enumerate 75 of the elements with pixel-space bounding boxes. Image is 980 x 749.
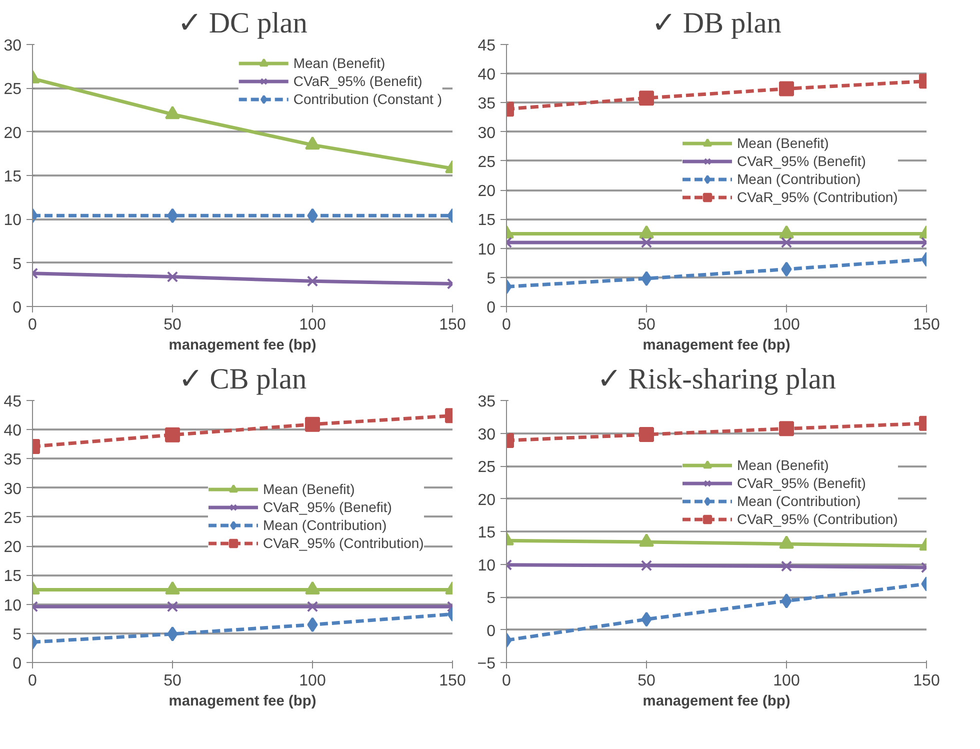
y-tick-label: 25: [4, 510, 22, 527]
y-tick-label: 30: [478, 124, 496, 142]
legend-label: Mean (Benefit): [737, 134, 829, 152]
y-tick-label: 10: [478, 241, 496, 258]
y-tick-label: 20: [4, 539, 22, 556]
legend-label: Mean (Contribution): [737, 170, 861, 188]
y-tick-label: 15: [478, 524, 496, 542]
x-tick-label: 50: [164, 672, 182, 690]
y-tick-label: 45: [478, 38, 496, 54]
legend-label: CVaR_95% (Contribution): [737, 510, 898, 528]
legend-label: Contribution (Constant ): [293, 90, 442, 108]
legend-label: CVaR_95% (Benefit): [263, 498, 392, 516]
x-tick-label: 50: [164, 316, 182, 334]
x-tick-label: 50: [638, 316, 656, 334]
x-tick-label: 150: [439, 316, 466, 334]
y-tick-label: 20: [4, 124, 22, 142]
legend-label: CVaR_95% (Benefit): [293, 72, 422, 90]
y-tick-label: 0: [12, 656, 22, 672]
y-tick-label: 15: [478, 212, 496, 230]
x-tick-label: 150: [913, 672, 940, 690]
legend-label: Mean (Benefit): [737, 456, 829, 474]
y-tick-label: 0: [486, 300, 496, 316]
y-tick-label: 35: [4, 452, 22, 469]
chart-title: ✓ DC plan: [178, 8, 308, 40]
y-tick-label: 40: [4, 422, 22, 440]
y-tick-label: 20: [478, 183, 496, 200]
y-tick-label: 25: [478, 154, 496, 171]
legend-label: CVaR_95% (Benefit): [737, 152, 866, 170]
x-tick-label: 100: [299, 316, 326, 334]
legend-label: Mean (Benefit): [293, 54, 386, 72]
y-tick-label: 10: [4, 212, 22, 230]
chart-title: ✓ CB plan: [178, 364, 307, 396]
y-tick-label: 30: [4, 480, 22, 498]
x-tick-label: 50: [638, 672, 656, 690]
x-tick-label: 100: [773, 672, 800, 690]
y-tick-label: 30: [4, 38, 22, 54]
y-tick-label: −5: [477, 656, 496, 672]
x-tick-label: 150: [439, 672, 466, 690]
x-axis-title: management fee (bp): [642, 338, 790, 354]
x-tick-label: 100: [299, 672, 326, 690]
x-tick-label: 0: [502, 316, 512, 334]
y-tick-label: 35: [478, 394, 496, 410]
legend-label: Mean (Contribution): [263, 516, 387, 534]
x-axis-title: management fee (bp): [168, 338, 316, 354]
legend-label: CVaR_95% (Contribution): [737, 188, 898, 206]
y-tick-label: 40: [478, 66, 496, 84]
legend-label: Mean (Benefit): [263, 480, 355, 498]
y-tick-label: 35: [478, 96, 496, 113]
y-tick-label: 15: [4, 168, 22, 186]
y-tick-label: 5: [12, 256, 22, 273]
y-tick-label: 15: [4, 568, 22, 586]
chart-title: ✓ DB plan: [652, 8, 782, 40]
y-tick-label: 5: [486, 270, 496, 288]
x-tick-label: 0: [28, 672, 38, 690]
x-tick-label: 150: [913, 316, 940, 334]
x-axis-title: management fee (bp): [642, 694, 790, 710]
y-tick-label: 45: [4, 394, 22, 410]
legend-label: Mean (Contribution): [737, 492, 861, 510]
chart-title: ✓ Risk-sharing plan: [596, 364, 836, 396]
x-tick-label: 100: [773, 316, 800, 334]
y-tick-label: 0: [12, 300, 22, 316]
legend-label: CVaR_95% (Contribution): [263, 534, 424, 552]
legend-label: CVaR_95% (Benefit): [737, 474, 866, 492]
y-tick-label: 25: [4, 81, 22, 98]
x-tick-label: 0: [28, 316, 38, 334]
y-tick-label: 5: [12, 626, 22, 644]
x-axis-title: management fee (bp): [168, 694, 316, 710]
x-tick-label: 0: [502, 672, 512, 690]
y-tick-label: 0: [486, 622, 496, 640]
y-tick-label: 20: [478, 492, 496, 509]
y-tick-label: 5: [486, 590, 496, 607]
y-tick-label: 30: [478, 426, 496, 444]
y-tick-label: 10: [478, 557, 496, 574]
y-tick-label: 10: [4, 597, 22, 614]
y-tick-label: 25: [478, 459, 496, 476]
